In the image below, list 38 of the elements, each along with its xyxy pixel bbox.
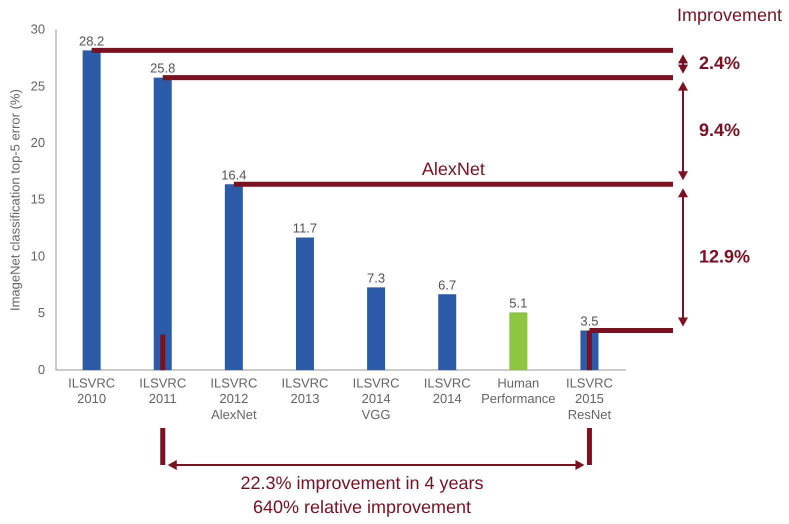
data-label: 28.2 bbox=[78, 33, 104, 48]
text: 9.4% bbox=[699, 120, 740, 140]
x-tick-label: ILSVRC 2014 bbox=[424, 376, 471, 406]
data-label: 25.8 bbox=[150, 60, 176, 76]
text: 12.9% bbox=[699, 246, 750, 266]
x-tick-label: ILSVRC 2012 AlexNet bbox=[210, 376, 258, 422]
text: Improvement bbox=[676, 4, 782, 25]
text: 22.3% improvement in 4 years bbox=[240, 472, 484, 493]
y-tick-label: 20 bbox=[30, 134, 46, 150]
x-tick-label: ILSVRC 2010 bbox=[68, 376, 116, 406]
data-label: 5.1 bbox=[509, 295, 528, 310]
x-tick-label: ILSVRC 2013 bbox=[281, 376, 328, 406]
y-tick-label: 30 bbox=[30, 22, 46, 37]
bar bbox=[509, 312, 528, 370]
data-label: 11.7 bbox=[292, 220, 318, 236]
bar bbox=[438, 294, 456, 370]
y-tick-label: 15 bbox=[30, 192, 46, 207]
text: 2.4% bbox=[699, 52, 740, 73]
data-label: 16.4 bbox=[221, 167, 247, 182]
y-tick-label: 5 bbox=[38, 305, 46, 320]
x-tick-label: ILSVRC 2014 VGG bbox=[352, 376, 400, 422]
y-tick-label: 0 bbox=[38, 362, 46, 377]
bar bbox=[154, 78, 172, 370]
bar bbox=[224, 184, 243, 370]
y-axis-title: ImageNet classification top-5 error (%) bbox=[7, 89, 22, 312]
data-label: 7.3 bbox=[367, 270, 386, 286]
x-tick-label: ILSVRC 2015 ResNet bbox=[566, 376, 613, 422]
bar bbox=[367, 287, 386, 370]
y-tick-label: 10 bbox=[30, 248, 46, 264]
data-label: 3.5 bbox=[580, 314, 598, 329]
ref-line-label: AlexNet bbox=[422, 159, 485, 180]
bar bbox=[82, 50, 101, 370]
x-tick-label: ILSVRC 2011 bbox=[139, 376, 186, 406]
bar bbox=[296, 238, 314, 370]
data-label: 6.7 bbox=[438, 277, 456, 292]
x-tick-label: Human Performance bbox=[481, 376, 556, 406]
y-tick-label: 25 bbox=[30, 78, 46, 94]
text: 640% relative improvement bbox=[252, 496, 472, 517]
